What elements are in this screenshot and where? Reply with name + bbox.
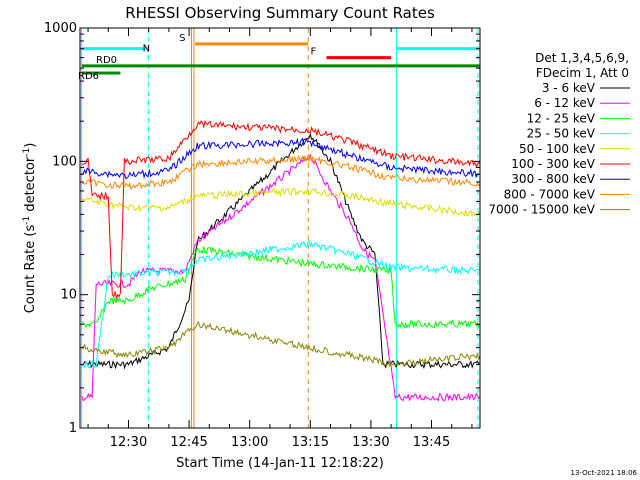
legend: Det 1,3,4,5,6,9, FDecim 1, Att 0 3 - 6 k…: [488, 51, 630, 217]
legend-label: 12 - 25 keV: [527, 111, 596, 125]
chart-title: RHESSI Observing Summary Count Rates: [125, 4, 435, 22]
x-tick-label: 13:30: [352, 435, 389, 450]
series-line: [81, 137, 481, 180]
y-tick-label: 100: [52, 154, 77, 169]
y-tick-label: 1000: [44, 21, 77, 36]
x-tick-label: 12:45: [170, 435, 207, 450]
legend-label: 6 - 12 keV: [534, 96, 596, 110]
legend-header-line: Det 1,3,4,5,6,9,: [535, 51, 629, 65]
x-axis-label: Start Time (14-Jan-11 12:18:22): [176, 456, 384, 471]
y-axis-label-sup: -1: [22, 148, 32, 157]
plot-frame: [79, 27, 481, 429]
state-bar-label: RD6: [78, 71, 99, 82]
legend-label: 800 - 7000 keV: [504, 187, 596, 201]
series-line: [81, 120, 481, 300]
y-axis-label-part: Count Rate (s: [23, 225, 38, 314]
series-line: [81, 246, 481, 330]
series-line: [81, 186, 481, 218]
state-bar-label: RD0: [96, 55, 117, 66]
series-line: [81, 154, 481, 191]
legend-label: 50 - 100 keV: [519, 142, 596, 156]
y-axis-label-part: ): [23, 143, 38, 148]
y-axis-label-sup: -1: [22, 216, 32, 225]
y-axis-label-part: detector: [23, 156, 38, 216]
x-tick-label: 13:00: [231, 435, 268, 450]
state-bar-label: F: [310, 47, 316, 58]
footer-date: 13-Oct-2021 18:06: [571, 469, 638, 477]
x-tick-label: 13:15: [292, 435, 329, 450]
y-tick-label: 10: [60, 288, 77, 303]
legend-label: 300 - 800 keV: [511, 172, 595, 186]
x-axis: 12:30 12:45 13:00 13:15 13:30 13:45: [87, 28, 473, 450]
legend-label: 25 - 50 keV: [527, 127, 596, 141]
legend-label: 3 - 6 keV: [542, 81, 596, 95]
state-bar-label: S: [179, 33, 185, 44]
x-tick-label: 13:45: [413, 435, 450, 450]
y-tick-label: 1: [69, 421, 77, 436]
legend-label: 100 - 300 keV: [511, 157, 595, 171]
y-axis-label: Count Rate (s-1 detector-1): [22, 143, 38, 314]
series-line: [81, 154, 481, 402]
series-line: [81, 320, 481, 368]
y-axis: 1 10 100 1000: [44, 21, 480, 436]
x-tick-label: 12:30: [110, 435, 147, 450]
legend-header-line: FDecim 1, Att 0: [536, 66, 629, 80]
plot-area: N S F RD0 RD6: [78, 28, 481, 428]
state-bar-label: N: [143, 44, 150, 55]
series-line: [81, 132, 481, 370]
series-line: [81, 239, 481, 370]
legend-label: 7000 - 15000 keV: [488, 203, 595, 217]
